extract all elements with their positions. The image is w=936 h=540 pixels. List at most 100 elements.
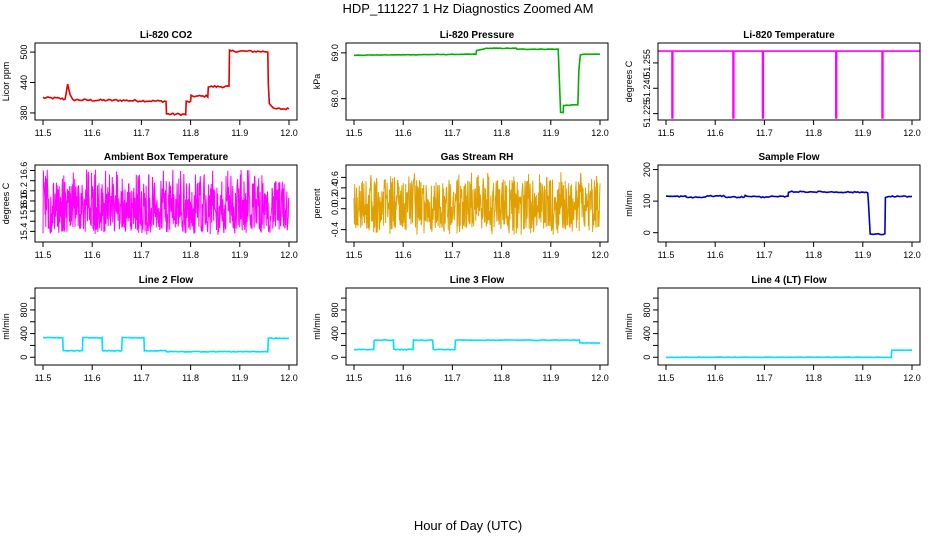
panel-title: Li-820 Temperature xyxy=(743,30,835,41)
y-axis-label: degrees C xyxy=(624,60,634,102)
plot-frame xyxy=(345,42,609,121)
panel-title: Li-820 Pressure xyxy=(440,30,515,41)
x-tick-label: 11.7 xyxy=(756,128,773,138)
plot-area xyxy=(665,190,913,236)
y-tick-label: 500 xyxy=(19,45,29,60)
x-tick-label: 11.7 xyxy=(133,373,150,383)
panel-sample: Sample Flow ml/min 11.5 11.6 11.7 11.8 11.9 12.… xyxy=(624,152,921,260)
y-axis-label: ml/min xyxy=(624,190,634,217)
panel-title: Ambient Box Temperature xyxy=(104,152,229,163)
y-tick-label: 440 xyxy=(19,75,29,90)
plot-area xyxy=(353,47,601,114)
x-tick-label: 12.0 xyxy=(591,373,609,383)
plot-frame xyxy=(34,164,298,243)
x-tick-label: 11.6 xyxy=(84,373,101,383)
plot-area xyxy=(42,48,290,117)
panel-line3: Line 3 Flow ml/min 11.5 11.6 11.7 11.8 11.9 12.… xyxy=(312,275,609,383)
panel-title: Sample Flow xyxy=(758,152,819,163)
panel-title: Gas Stream RH xyxy=(441,152,514,163)
x-tick-label: 11.6 xyxy=(395,128,412,138)
panel-rh: Gas Stream RH percent 11.5 11.6 11.7 11.8 11.9… xyxy=(312,152,609,260)
x-tick-label: 12.0 xyxy=(903,373,921,383)
y-tick-label: -0.4 xyxy=(330,222,340,238)
x-tick-label: 11.7 xyxy=(444,373,461,383)
panel-title: Line 2 Flow xyxy=(139,275,194,286)
y-tick-label: 400 xyxy=(642,326,652,341)
series-line xyxy=(42,169,290,235)
x-tick-label: 11.8 xyxy=(805,250,822,260)
x-tick-label: 11.5 xyxy=(658,250,675,260)
plot-frame xyxy=(657,287,921,366)
x-tick-label: 11.5 xyxy=(35,373,52,383)
x-tick-label: 11.9 xyxy=(231,250,248,260)
y-tick-label: 51.240 xyxy=(642,74,652,102)
x-tick-label: 11.7 xyxy=(133,250,150,260)
y-axis-label: ml/min xyxy=(624,313,634,340)
y-tick-label: 800 xyxy=(642,302,652,317)
x-tick-label: 11.5 xyxy=(658,128,675,138)
x-tick-label: 11.7 xyxy=(444,128,461,138)
y-tick-label: 0.4 xyxy=(330,182,340,195)
series-line xyxy=(665,190,913,236)
plot-area xyxy=(42,336,289,353)
y-tick-label: 200 xyxy=(642,162,652,177)
x-tick-label: 11.8 xyxy=(805,128,822,138)
x-tick-label: 11.5 xyxy=(658,373,675,383)
series-line xyxy=(665,349,913,359)
y-tick-label: 380 xyxy=(19,105,29,120)
plot-area xyxy=(353,338,601,351)
x-tick-label: 12.0 xyxy=(280,128,298,138)
y-tick-label: 800 xyxy=(330,302,340,317)
x-tick-label: 11.9 xyxy=(542,128,559,138)
series-line xyxy=(353,47,601,114)
x-tick-label: 11.9 xyxy=(854,128,871,138)
x-tick-label: 11.9 xyxy=(854,250,871,260)
panel-co2: Li-820 CO2 Licor ppm 11.5 11.6 11.7 11.8 11.9 1… xyxy=(1,30,298,138)
plot-area xyxy=(665,349,913,359)
y-axis-label: Licor ppm xyxy=(1,62,11,102)
y-axis-label: percent xyxy=(312,188,322,219)
x-tick-label: 11.6 xyxy=(707,250,724,260)
y-axis-label: ml/min xyxy=(312,313,322,340)
panel-title: Line 3 Flow xyxy=(450,275,505,286)
panel-line2: Line 2 Flow ml/min 11.5 11.6 11.7 11.8 11.9 12.… xyxy=(1,275,298,383)
x-tick-label: 11.8 xyxy=(182,128,199,138)
y-axis-label: ml/min xyxy=(1,313,11,340)
y-tick-label: 0 xyxy=(330,355,340,360)
y-axis-label: degrees C xyxy=(1,182,11,224)
x-tick-label: 11.7 xyxy=(756,373,773,383)
y-tick-label: 51.225 xyxy=(642,100,652,128)
x-tick-label: 11.9 xyxy=(854,373,871,383)
panel-line4: Line 4 (LT) Flow ml/min 11.5 11.6 11.7 11.8 11… xyxy=(624,275,921,383)
y-tick-label: 0 xyxy=(19,355,29,360)
plot-area xyxy=(42,169,290,235)
plot-frame xyxy=(34,42,298,121)
y-tick-label: 51.255 xyxy=(642,49,652,77)
x-tick-label: 11.6 xyxy=(84,128,101,138)
plot-area xyxy=(353,172,601,235)
series-line xyxy=(42,48,290,117)
x-tick-label: 11.6 xyxy=(84,250,101,260)
x-tick-label: 12.0 xyxy=(903,128,921,138)
plot-frame xyxy=(657,164,921,243)
x-tick-label: 11.5 xyxy=(35,128,52,138)
x-tick-label: 12.0 xyxy=(591,128,609,138)
y-tick-label: 0 xyxy=(642,355,652,360)
y-tick-label: 0.0 xyxy=(330,202,340,215)
x-tick-label: 11.9 xyxy=(542,250,559,260)
panel-ambient: Ambient Box Temperature degrees C 11.5 11.6… xyxy=(1,152,298,260)
x-tick-label: 12.0 xyxy=(280,373,298,383)
y-tick-label: 15.8 xyxy=(19,202,29,220)
x-tick-label: 11.8 xyxy=(805,373,822,383)
plot-frame xyxy=(657,42,921,121)
x-tick-label: 11.5 xyxy=(35,250,52,260)
y-tick-label: 15.4 xyxy=(19,223,29,241)
x-tick-label: 11.8 xyxy=(182,373,199,383)
y-axis-label: kPa xyxy=(312,74,322,90)
x-tick-label: 11.6 xyxy=(707,373,724,383)
y-tick-label: 16.2 xyxy=(19,182,29,200)
x-tick-label: 11.8 xyxy=(493,250,510,260)
x-tick-label: 11.7 xyxy=(133,128,150,138)
y-tick-label: 68.0 xyxy=(330,90,340,108)
x-tick-label: 11.8 xyxy=(493,128,510,138)
